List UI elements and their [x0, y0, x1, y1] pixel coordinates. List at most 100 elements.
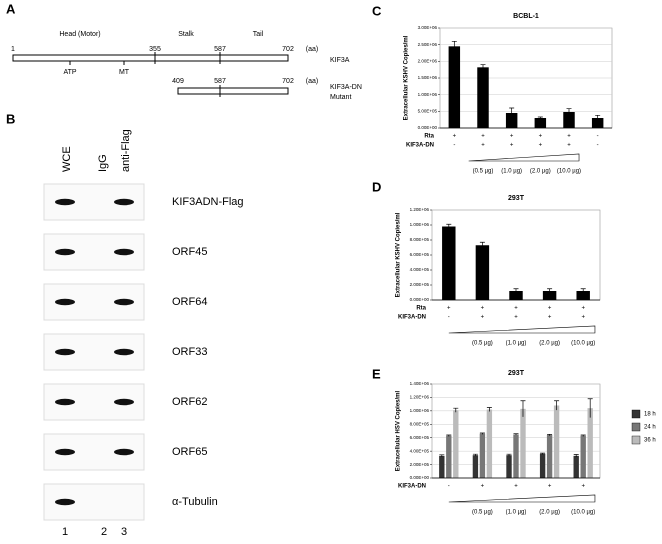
- y-tick-label: 2.00E+06: [418, 59, 438, 64]
- bar: [442, 226, 456, 300]
- error-bar: [472, 453, 478, 457]
- y-tick-label: 0.00E+00: [410, 297, 430, 302]
- bar: [453, 410, 459, 478]
- dose-label: (0.5 µg): [472, 510, 493, 516]
- blot-band: [114, 348, 134, 356]
- y-tick-label: 4.00E+05: [410, 267, 430, 272]
- error-bar: [573, 454, 579, 458]
- error-bar: [513, 433, 519, 436]
- dose-label: (10.0 µg): [557, 169, 581, 175]
- panel-label: D: [372, 179, 381, 194]
- error-bar: [513, 288, 519, 294]
- position-label: 702: [282, 46, 294, 53]
- bar: [539, 453, 546, 478]
- dose-label: (0.5 µg): [473, 169, 494, 175]
- blot-band: [114, 298, 134, 306]
- panel-b: B WCE IgG anti-Flag 1 2 3: [6, 111, 132, 537]
- dose-label: (10.0 µg): [571, 510, 595, 516]
- condition-sign: +: [567, 143, 571, 149]
- condition-sign: -: [448, 315, 450, 321]
- legend-swatch: [631, 422, 641, 432]
- y-tick-label: 0.00E+00: [418, 125, 438, 130]
- protein-subtitle: Mutant: [330, 94, 351, 101]
- mutant-bar: [177, 87, 289, 95]
- protein-label: ORF45: [172, 246, 207, 258]
- protein-name: KIF3A: [330, 57, 350, 64]
- condition-sign: +: [548, 484, 552, 490]
- position-label: 1: [11, 46, 15, 53]
- error-bar: [547, 288, 553, 294]
- chart-title: BCBL-1: [513, 13, 539, 20]
- condition-sign: -: [597, 134, 599, 140]
- dose-wedge: [468, 153, 580, 162]
- y-tick-label: 2.00E+05: [410, 282, 430, 287]
- error-bar: [554, 400, 560, 411]
- error-bar: [506, 453, 512, 457]
- condition-sign: +: [567, 134, 571, 140]
- bar: [542, 291, 557, 300]
- error-bar: [453, 407, 459, 413]
- blot-band: [55, 298, 75, 306]
- plot-area: [431, 209, 601, 301]
- position-label: 587: [214, 46, 226, 53]
- error-bar: [479, 241, 485, 249]
- bar: [505, 113, 518, 128]
- protein-label: ORF65: [172, 446, 207, 458]
- y-tick-label: 5.00E+05: [418, 109, 438, 114]
- blot-band: [114, 398, 134, 406]
- blot-band: [114, 198, 134, 206]
- condition-sign: +: [481, 484, 485, 490]
- bar: [591, 118, 604, 128]
- condition-sign: +: [481, 315, 485, 321]
- legend-label: 18 h: [644, 412, 656, 418]
- bar: [439, 455, 445, 478]
- dose-label: (0.5 µg): [472, 341, 493, 347]
- y-tick-label: 2.50E+06: [418, 42, 438, 47]
- error-bar: [580, 434, 586, 437]
- bar: [587, 408, 593, 478]
- bar: [477, 67, 489, 128]
- y-tick-label: 1.00E+06: [418, 92, 438, 97]
- bar: [506, 455, 512, 478]
- y-axis-label: Extracellular HSV Copies/ml: [396, 390, 402, 471]
- unit-label: (aa): [306, 78, 318, 85]
- bar: [475, 245, 490, 300]
- condition-sign: +: [481, 306, 485, 312]
- blot-band: [114, 448, 134, 456]
- condition-sign: +: [539, 143, 543, 149]
- condition-sign: -: [448, 484, 450, 490]
- dose-label: (1.0 µg): [506, 341, 527, 347]
- error-bar: [595, 114, 601, 121]
- region-label: Head (Motor): [59, 31, 100, 38]
- chart-title: 293T: [508, 195, 525, 202]
- position-label: 587: [214, 78, 226, 85]
- blot-band: [114, 248, 134, 256]
- lane-label: anti-Flag: [120, 129, 132, 172]
- error-bar: [480, 64, 486, 70]
- panel-label: A: [6, 1, 16, 16]
- legend-label: 24 h: [644, 425, 656, 431]
- protein-label: ORF33: [172, 346, 207, 358]
- condition-label: KIF3A-DN: [398, 484, 426, 490]
- panel-label: B: [6, 111, 15, 126]
- condition-label: KIF3A-DN: [398, 315, 426, 321]
- dose-label: (10.0 µg): [571, 341, 595, 347]
- lane-number: 2: [101, 526, 107, 538]
- legend-label: 36 h: [644, 438, 656, 444]
- site-label: MT: [119, 69, 130, 76]
- bar: [534, 118, 547, 128]
- condition-sign: -: [597, 143, 599, 149]
- condition-sign: +: [581, 315, 585, 321]
- y-tick-label: 4.00E+05: [410, 448, 430, 453]
- legend-swatch: [631, 435, 641, 445]
- y-tick-label: 1.40E+06: [410, 381, 430, 386]
- y-tick-label: 1.20E+06: [410, 395, 430, 400]
- protein-label: α-Tubulin: [172, 496, 218, 508]
- y-axis-label: Extracellular KSHV Copies/ml: [396, 212, 402, 297]
- error-bar: [479, 432, 485, 435]
- blot-band: [55, 498, 75, 506]
- condition-sign: +: [581, 484, 585, 490]
- site-label: ATP: [63, 69, 76, 76]
- protein-label: ORF62: [172, 396, 207, 408]
- dose-label: (2.0 µg): [539, 510, 560, 516]
